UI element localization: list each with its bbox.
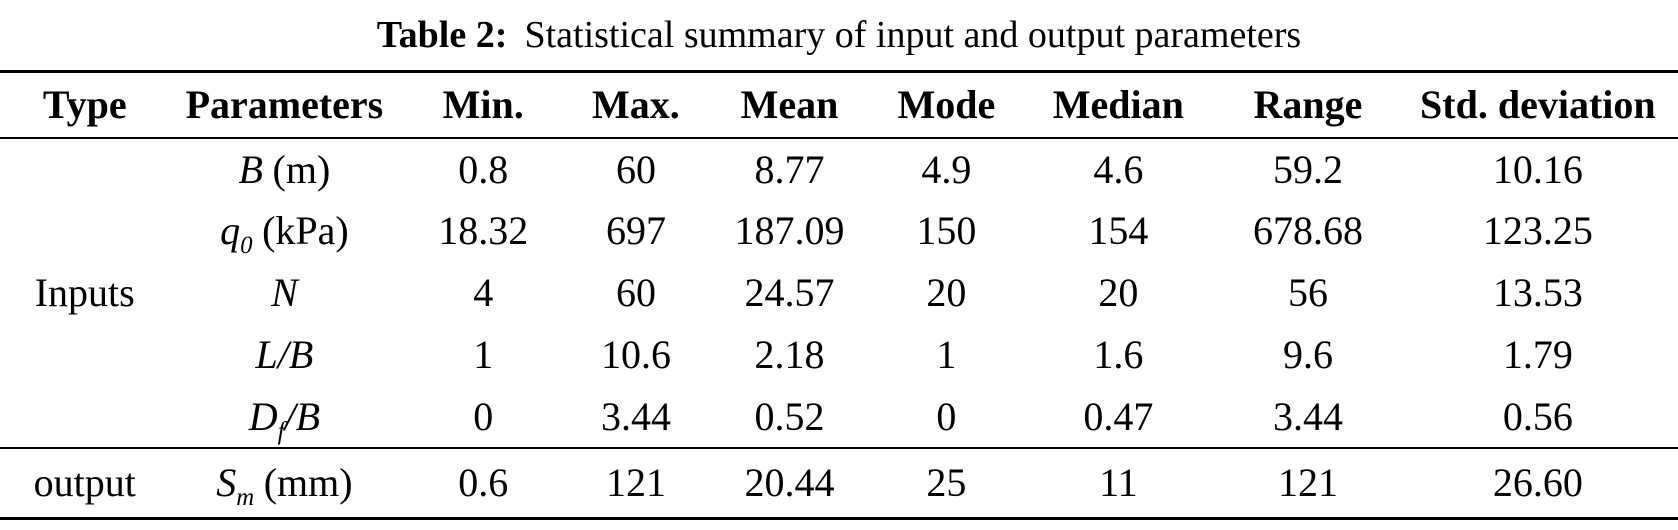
table-row-dfb: Df/B 0 3.44 0.52 0 0.47 3.44 0.56 (0, 386, 1678, 448)
parameter-name-dfb: Df/B (248, 393, 321, 445)
table-caption-text: Statistical summary of input and output … (524, 14, 1302, 56)
output-group: output Sm (mm) 0.6 121 20.44 25 11 121 26… (0, 448, 1678, 519)
table-cell: 0.56 (1502, 393, 1573, 439)
table-cell: 11 (1099, 460, 1138, 506)
table-cell: 60 (615, 270, 656, 315)
table-cell: 154 (1088, 208, 1149, 253)
table-cell: 3.44 (600, 393, 671, 439)
table-cell: 1.6 (1093, 332, 1144, 377)
table-cell: 678.68 (1252, 208, 1363, 253)
table-cell: 1 (936, 332, 957, 377)
table-cell: 4.6 (1093, 146, 1144, 192)
table-cell: 187.09 (734, 208, 845, 253)
table-cell: 1.79 (1502, 332, 1573, 377)
column-header-min: Min. (442, 82, 524, 128)
table-cell: 150 (916, 208, 977, 253)
parameter-name-q0: q0 (kPa) (220, 208, 349, 259)
table-cell: 0 (473, 393, 494, 439)
table-row-b: Inputs B (m) 0.8 60 8.77 4.9 4.6 59.2 10.… (0, 138, 1678, 316)
table-cell: 10.6 (600, 332, 671, 377)
table-cell: 8.77 (754, 146, 825, 192)
table-cell: 25 (926, 460, 967, 506)
table-cell: 4.9 (921, 146, 972, 192)
table-cell: 121 (1277, 460, 1338, 506)
column-header-median: Median (1052, 82, 1184, 128)
table-cell: 2.18 (754, 332, 825, 377)
table-cell: 26.60 (1492, 460, 1583, 506)
table-cell: 0.52 (754, 393, 825, 439)
table-cell: 59.2 (1272, 146, 1343, 192)
table-cell: 697 (605, 208, 666, 253)
parameter-name-b: B (m) (238, 146, 331, 192)
table-cell: 123.25 (1482, 208, 1593, 253)
type-label-output: output (33, 460, 136, 506)
table-cell: 1 (473, 332, 494, 377)
table-cell: 60 (615, 146, 656, 192)
table-header-row: Type Parameters Min. Max. Mean Mode Medi… (0, 71, 1678, 138)
table-cell: 4 (473, 270, 494, 315)
column-header-max: Max. (592, 82, 680, 128)
table-cell: 0.8 (458, 146, 509, 192)
table-cell: 9.6 (1282, 332, 1333, 377)
table-row-q0: q0 (kPa) 18.32 697 187.09 150 154 678.68 … (0, 200, 1678, 262)
table-row-sm: output Sm (mm) 0.6 121 20.44 25 11 121 26… (0, 448, 1678, 519)
column-header-mode: Mode (897, 82, 996, 128)
column-header-type: Type (42, 82, 127, 128)
column-header-mean: Mean (740, 82, 839, 128)
table-cell: 13.53 (1492, 270, 1583, 315)
table-cell: 10.16 (1492, 146, 1583, 192)
statistical-summary-table: Type Parameters Min. Max. Mean Mode Medi… (0, 70, 1678, 520)
table-cell: 3.44 (1272, 393, 1343, 439)
table-cell: 121 (605, 460, 666, 506)
table-caption: Table 2: Statistical summary of input an… (0, 0, 1678, 70)
table-cell: 20 (926, 270, 967, 315)
column-header-std-deviation: Std. deviation (1420, 82, 1656, 128)
table-cell: 18.32 (438, 208, 529, 253)
table-cell: 20 (1098, 270, 1139, 315)
column-header-range: Range (1253, 82, 1363, 128)
table-cell: 0.47 (1083, 393, 1154, 439)
table-row-n: N 4 60 24.57 20 20 56 13.53 (0, 262, 1678, 324)
inputs-group: Inputs B (m) 0.8 60 8.77 4.9 4.6 59.2 10.… (0, 138, 1678, 448)
type-label-inputs: Inputs (34, 270, 135, 315)
table-cell: 56 (1287, 270, 1328, 315)
parameter-name-n: N (271, 270, 298, 315)
table-cell: 24.57 (744, 270, 835, 315)
column-header-parameters: Parameters (185, 82, 384, 128)
table-caption-label: Table 2: (376, 14, 508, 56)
table-cell: 20.44 (744, 460, 835, 506)
table-row-lb: L/B 1 10.6 2.18 1 1.6 9.6 1.79 (0, 324, 1678, 386)
parameter-name-sm: Sm (mm) (216, 460, 353, 512)
table-cell: 0 (936, 393, 957, 439)
table-cell: 0.6 (458, 460, 509, 506)
parameter-name-lb: L/B (255, 332, 314, 377)
